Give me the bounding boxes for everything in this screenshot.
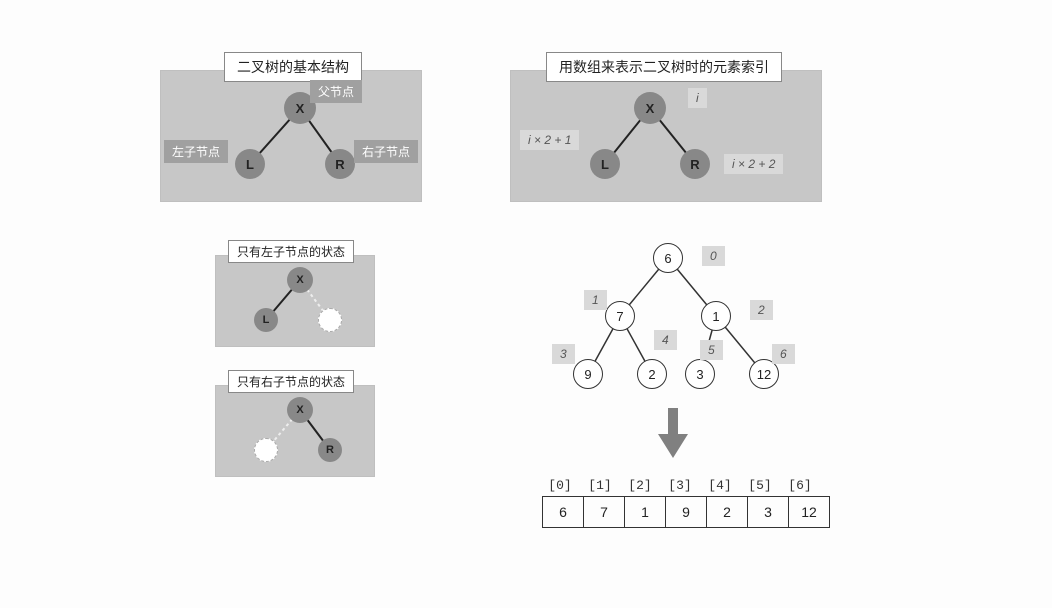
arr-h5: [5] (740, 478, 780, 493)
arr-cell-3: 9 (666, 497, 707, 528)
title-array: 用数组来表示二叉树时的元素索引 (546, 52, 782, 82)
basic-node-l: L (235, 149, 265, 179)
ex-idx-6: 6 (772, 344, 795, 364)
arr-h3: [3] (660, 478, 700, 493)
onlyright-node-empty (254, 438, 278, 462)
onlyright-node-x: X (287, 397, 313, 423)
arr-h4: [4] (700, 478, 740, 493)
panel-basic (160, 70, 422, 202)
ex-node-1: 7 (605, 301, 635, 331)
arr-cell-5: 3 (748, 497, 789, 528)
ex-idx-2: 2 (750, 300, 773, 320)
onlyleft-node-l: L (254, 308, 278, 332)
label-parent: 父节点 (310, 80, 362, 103)
arr-cell-6: 12 (789, 497, 830, 528)
basic-node-r: R (325, 149, 355, 179)
array-header: [0][1][2][3][4][5][6] (540, 478, 820, 493)
arr-cell-1: 7 (584, 497, 625, 528)
label-left-child: 左子节点 (164, 140, 228, 163)
ex-node-5: 3 (685, 359, 715, 389)
array-table: 6 7 1 9 2 3 12 (542, 496, 830, 528)
title-only-left: 只有左子节点的状态 (228, 240, 354, 263)
ex-idx-0: 0 (702, 246, 725, 266)
ex-node-4: 2 (637, 359, 667, 389)
ex-idx-4: 4 (654, 330, 677, 350)
ex-idx-5: 5 (700, 340, 723, 360)
arrtree-node-x: X (634, 92, 666, 124)
arr-h0: [0] (540, 478, 580, 493)
ex-node-0: 6 (653, 243, 683, 273)
onlyleft-node-empty (318, 308, 342, 332)
ex-node-2: 1 (701, 301, 731, 331)
ex-node-3: 9 (573, 359, 603, 389)
arr-cell-0: 6 (543, 497, 584, 528)
ex-idx-3: 3 (552, 344, 575, 364)
arr-h1: [1] (580, 478, 620, 493)
onlyright-node-r: R (318, 438, 342, 462)
title-only-right: 只有右子节点的状态 (228, 370, 354, 393)
arrow-down-icon (656, 406, 690, 460)
formula-i: i (688, 88, 707, 108)
arr-cell-2: 1 (625, 497, 666, 528)
arrtree-node-r: R (680, 149, 710, 179)
formula-left: i × 2 + 1 (520, 130, 579, 150)
arr-h6: [6] (780, 478, 820, 493)
formula-right: i × 2 + 2 (724, 154, 783, 174)
ex-idx-1: 1 (584, 290, 607, 310)
label-right-child: 右子节点 (354, 140, 418, 163)
onlyleft-node-x: X (287, 267, 313, 293)
arr-h2: [2] (620, 478, 660, 493)
arr-cell-4: 2 (707, 497, 748, 528)
title-basic: 二叉树的基本结构 (224, 52, 362, 82)
arrtree-node-l: L (590, 149, 620, 179)
